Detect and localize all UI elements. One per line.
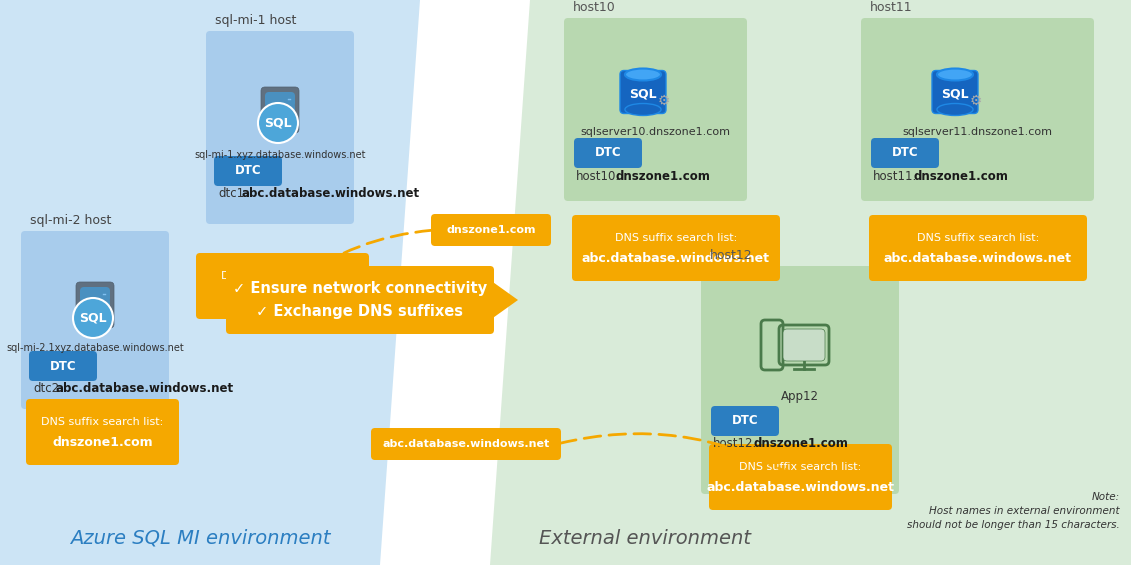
Text: abc.database.windows.net: abc.database.windows.net: [241, 187, 420, 200]
Text: host11.: host11.: [873, 170, 917, 183]
Text: dnszone1.com: dnszone1.com: [753, 437, 848, 450]
Text: dnszone1.com: dnszone1.com: [52, 436, 153, 449]
Text: host12.: host12.: [713, 437, 758, 450]
Ellipse shape: [625, 68, 661, 80]
FancyBboxPatch shape: [709, 444, 892, 510]
Text: host10: host10: [573, 1, 615, 14]
Text: DNS suffix search list:: DNS suffix search list:: [740, 462, 862, 472]
Text: sqlserver11.dnszone1.com: sqlserver11.dnszone1.com: [903, 127, 1053, 137]
Polygon shape: [444, 0, 1131, 565]
FancyBboxPatch shape: [871, 138, 939, 168]
Ellipse shape: [936, 103, 973, 115]
FancyBboxPatch shape: [206, 31, 354, 224]
FancyBboxPatch shape: [80, 309, 110, 324]
Polygon shape: [202, 280, 230, 320]
Text: sql-mi-2.1xyz.database.windows.net: sql-mi-2.1xyz.database.windows.net: [6, 343, 184, 353]
FancyBboxPatch shape: [80, 287, 110, 302]
Circle shape: [74, 298, 113, 338]
FancyBboxPatch shape: [701, 266, 899, 494]
Text: dnszone1.com: dnszone1.com: [447, 225, 536, 235]
Text: dnszone1.com: dnszone1.com: [232, 290, 333, 303]
Text: DNS suffix search list:: DNS suffix search list:: [222, 271, 344, 281]
Text: sql-mi-1.xyz.database.windows.net: sql-mi-1.xyz.database.windows.net: [195, 150, 365, 160]
FancyBboxPatch shape: [869, 215, 1087, 281]
FancyBboxPatch shape: [431, 214, 551, 246]
Text: ⚙: ⚙: [657, 94, 671, 108]
Text: ✓ Ensure network connectivity
✓ Exchange DNS suffixes: ✓ Ensure network connectivity ✓ Exchange…: [233, 281, 487, 319]
Text: ⚙: ⚙: [969, 94, 982, 108]
Text: host12: host12: [710, 249, 752, 262]
FancyBboxPatch shape: [783, 329, 824, 361]
FancyBboxPatch shape: [572, 215, 780, 281]
Text: dnszone1.com: dnszone1.com: [913, 170, 1008, 183]
Text: dtc2.: dtc2.: [33, 382, 63, 395]
Polygon shape: [380, 0, 530, 565]
FancyBboxPatch shape: [371, 428, 561, 460]
FancyBboxPatch shape: [196, 253, 369, 319]
Text: host10.: host10.: [576, 170, 620, 183]
Text: sql-mi-2 host: sql-mi-2 host: [31, 214, 111, 227]
FancyBboxPatch shape: [21, 231, 169, 409]
FancyBboxPatch shape: [711, 406, 779, 436]
Text: DTC: DTC: [732, 415, 758, 428]
Text: SQL: SQL: [629, 88, 657, 101]
Text: SQL: SQL: [941, 88, 969, 101]
Circle shape: [258, 103, 297, 143]
Text: sqlserver10.dnszone1.com: sqlserver10.dnszone1.com: [580, 127, 731, 137]
Text: abc.database.windows.net: abc.database.windows.net: [884, 252, 1072, 265]
Ellipse shape: [936, 68, 973, 80]
FancyBboxPatch shape: [226, 266, 494, 334]
Text: abc.database.windows.net: abc.database.windows.net: [707, 481, 895, 494]
Polygon shape: [490, 280, 518, 320]
Text: DNS suffix search list:: DNS suffix search list:: [615, 233, 737, 243]
Text: abc.database.windows.net: abc.database.windows.net: [57, 382, 234, 395]
FancyBboxPatch shape: [265, 103, 295, 118]
FancyBboxPatch shape: [26, 399, 179, 465]
Polygon shape: [0, 0, 510, 565]
Text: SQL: SQL: [265, 116, 292, 129]
FancyBboxPatch shape: [76, 282, 114, 328]
FancyBboxPatch shape: [261, 87, 299, 133]
FancyBboxPatch shape: [265, 92, 295, 107]
Text: DTC: DTC: [891, 146, 918, 159]
FancyBboxPatch shape: [861, 18, 1094, 201]
Text: host11: host11: [870, 1, 913, 14]
Text: dtc1.: dtc1.: [218, 187, 248, 200]
Text: App12: App12: [782, 390, 819, 403]
FancyBboxPatch shape: [575, 138, 642, 168]
Text: DNS suffix search list:: DNS suffix search list:: [42, 417, 164, 427]
FancyBboxPatch shape: [80, 298, 110, 313]
FancyBboxPatch shape: [932, 71, 978, 114]
Text: External environment: External environment: [539, 529, 751, 548]
Text: sql-mi-1 host: sql-mi-1 host: [215, 14, 296, 27]
Text: Note:
Host names in external environment
should not be longer than 15 characters: Note: Host names in external environment…: [907, 492, 1120, 530]
Text: DNS suffix search list:: DNS suffix search list:: [917, 233, 1039, 243]
Text: DTC: DTC: [235, 164, 261, 177]
Text: DTC: DTC: [50, 359, 76, 372]
Text: abc.database.windows.net: abc.database.windows.net: [382, 439, 550, 449]
FancyBboxPatch shape: [620, 71, 666, 114]
FancyBboxPatch shape: [265, 114, 295, 129]
Text: abc.database.windows.net: abc.database.windows.net: [582, 252, 770, 265]
Text: Azure SQL MI environment: Azure SQL MI environment: [70, 529, 330, 548]
FancyBboxPatch shape: [29, 351, 97, 381]
Text: dnszone1.com: dnszone1.com: [616, 170, 711, 183]
Text: SQL: SQL: [79, 311, 106, 324]
Ellipse shape: [625, 103, 661, 115]
FancyBboxPatch shape: [564, 18, 746, 201]
FancyBboxPatch shape: [214, 156, 282, 186]
Text: DTC: DTC: [595, 146, 621, 159]
